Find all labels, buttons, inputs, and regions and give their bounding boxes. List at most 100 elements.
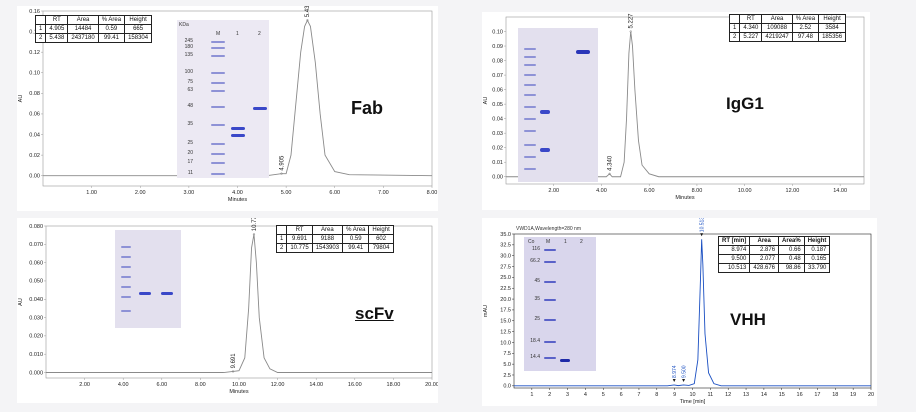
- x-tick-label: 18.00: [387, 382, 401, 388]
- y-tick-label: 0.00: [29, 174, 40, 180]
- y-tick-label: 0.00: [492, 175, 503, 181]
- gel-marker-label: 180: [184, 44, 193, 50]
- scfv-sds-page-gel: [115, 230, 181, 328]
- gel-marker-label: 48: [187, 103, 193, 109]
- gel-ladder-band: [524, 64, 536, 66]
- peak-marker: [231, 370, 235, 373]
- table-cell: 1: [34, 24, 47, 34]
- table-header-row: RT Area% Area Height: [34, 15, 153, 25]
- table-cell: 2: [34, 33, 47, 43]
- table-cell: 14484: [67, 24, 99, 34]
- peak-marker: [608, 172, 611, 175]
- igg1-results-table: RT Area% Area Height 1 4.340 109088 2.52 3584 2 5…: [728, 14, 847, 42]
- x-tick-label: 8: [655, 392, 658, 398]
- table-header-cell: Height: [368, 225, 394, 235]
- table-cell: 9.500: [717, 254, 751, 264]
- gel-marker-label: 66.2: [530, 258, 540, 264]
- y-tick-label: 0.05: [492, 102, 503, 108]
- gel-lane-label: M: [216, 31, 221, 37]
- gel-marker-label: 63: [187, 87, 193, 93]
- gel-lane-label: M: [546, 239, 551, 245]
- table-header-cell: Area: [311, 225, 344, 235]
- y-tick-label: 0.000: [29, 370, 43, 376]
- x-tick-label: 6: [620, 392, 623, 398]
- table-cell: 5.438: [45, 33, 69, 43]
- gel-ladder-band: [211, 153, 225, 155]
- peak-marker: [252, 233, 256, 236]
- table-row: 2 5.227 4219247 97.48 185356: [728, 32, 847, 42]
- x-tick-label: 3: [566, 392, 569, 398]
- y-tick-label: 32.5: [500, 243, 511, 249]
- vhh-label: VHH: [730, 310, 766, 329]
- y-tick-label: 0.040: [29, 297, 43, 303]
- gel-marker-label: 17: [187, 159, 193, 165]
- gel-ladder-band: [544, 249, 556, 251]
- gel-ladder-band: [524, 56, 536, 58]
- table-cell: 2.876: [749, 245, 780, 255]
- y-tick-label: 20.0: [500, 297, 511, 303]
- x-tick-label: 14: [761, 392, 767, 398]
- peak-label: 9.500: [681, 365, 687, 378]
- x-tick-label: 20.00: [425, 382, 438, 388]
- x-tick-label: 10.00: [738, 188, 752, 194]
- gel-ladder-band: [211, 47, 225, 49]
- gel-ladder-band: [211, 124, 225, 126]
- table-cell: 10.513: [717, 263, 751, 273]
- y-tick-label: 0.010: [29, 352, 43, 358]
- gel-ladder-band: [121, 286, 131, 288]
- table-cell: 0.187: [803, 245, 831, 255]
- y-tick-label: 0.04: [492, 116, 503, 122]
- table-cell: 4.340: [739, 23, 763, 33]
- gel-ladder-band: [524, 48, 536, 50]
- gel-ladder-band: [121, 256, 131, 258]
- gel-ladder-band: [211, 143, 225, 145]
- x-tick-label: 4.00: [118, 382, 129, 388]
- gel-lane-label: 1: [236, 31, 239, 37]
- table-cell: 2.52: [791, 23, 820, 33]
- y-tick-label: 27.5: [500, 264, 511, 270]
- table-header-row: RT Area% Area Height: [728, 14, 847, 24]
- gel-ladder-band: [544, 319, 556, 321]
- y-tick-label: 10.0: [500, 340, 511, 346]
- scfv-results-table: RT Area% Area Height 1 9.691 9188 0.59 602 2 10.7…: [275, 225, 394, 253]
- y-tick-label: 0.12: [29, 50, 40, 56]
- gel-lane-label: 2: [580, 239, 583, 245]
- gel-ladder-band: [524, 118, 536, 120]
- table-header-cell: [34, 15, 47, 25]
- gel-band: [540, 148, 550, 152]
- table-cell: 10.775: [286, 243, 313, 253]
- gel-band: [560, 359, 570, 362]
- gel-band: [231, 127, 245, 130]
- table-row: 8.974 2.876 0.66 0.187: [717, 245, 831, 255]
- x-tick-label: 2: [548, 392, 551, 398]
- table-cell: 79804: [368, 243, 394, 253]
- x-axis-label: Time [min]: [680, 399, 706, 405]
- gel-marker-label: 45: [534, 278, 540, 284]
- x-tick-label: 15: [779, 392, 785, 398]
- table-row: 2 5.438 2437180 99.41 158304: [34, 33, 153, 43]
- gel-ladder-band: [544, 261, 556, 263]
- peak-marker: [629, 30, 632, 33]
- gel-marker-label: 135: [184, 52, 193, 58]
- y-tick-label: 0.080: [29, 224, 43, 230]
- gel-ladder-band: [211, 82, 225, 84]
- table-header-cell: Height: [124, 15, 153, 25]
- y-tick-label: 0.10: [492, 29, 503, 35]
- table-cell: 2: [275, 243, 288, 253]
- y-tick-label: 0.16: [29, 9, 40, 15]
- table-row: 1 9.691 9188 0.59 602: [275, 234, 394, 244]
- y-tick-label: 0.0: [503, 384, 511, 390]
- y-axis-label: AU: [18, 95, 24, 103]
- y-tick-label: 0.01: [492, 160, 503, 166]
- peak-marker: [700, 233, 704, 237]
- gel-band: [231, 134, 245, 137]
- fab-sds-page-gel: KDa M 1 2 245 180 135 100 75 63 48 35 25 20 17 11: [177, 20, 269, 178]
- gel-ladder-band: [524, 94, 536, 96]
- x-tick-label: 10.00: [232, 382, 246, 388]
- x-tick-label: 1.00: [86, 190, 97, 196]
- y-tick-label: 2.5: [503, 373, 511, 379]
- gel-marker-label: 20: [187, 150, 193, 156]
- y-tick-label: 0.08: [29, 91, 40, 97]
- gel-band: [161, 292, 173, 295]
- x-tick-label: 12.00: [271, 382, 285, 388]
